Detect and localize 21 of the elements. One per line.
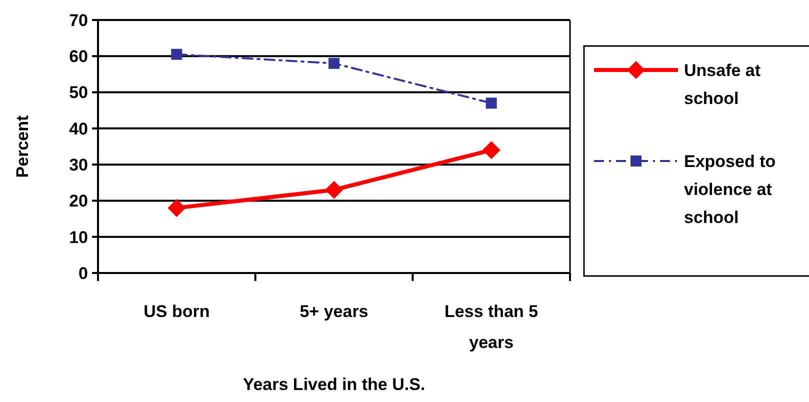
- y-tick-label: 70: [69, 10, 88, 30]
- y-tick-label: 30: [69, 156, 88, 175]
- point: [325, 180, 343, 199]
- y-tick-label: 0: [78, 264, 88, 283]
- y-axis-title: Percent: [13, 114, 32, 178]
- y-tick-label: 20: [69, 192, 88, 211]
- legend-label: Exposed to violence at school: [684, 152, 776, 227]
- point: [328, 58, 340, 69]
- legend-label: Unsafe at school: [684, 61, 761, 108]
- x-axis-title: Years Lived in the U.S.: [242, 375, 426, 394]
- y-tick-label: 10: [69, 228, 88, 247]
- point: [171, 48, 182, 60]
- point: [482, 141, 500, 160]
- x-tick-label: US born: [144, 302, 210, 321]
- y-tick-label: 40: [69, 119, 88, 138]
- y-tick-label: 50: [69, 83, 88, 102]
- y-tick-label: 60: [69, 47, 88, 66]
- x-tick-label: Less than 5 years: [444, 302, 538, 352]
- point: [486, 98, 497, 109]
- point: [168, 198, 186, 217]
- x-tick-label: 5+ years: [300, 302, 368, 321]
